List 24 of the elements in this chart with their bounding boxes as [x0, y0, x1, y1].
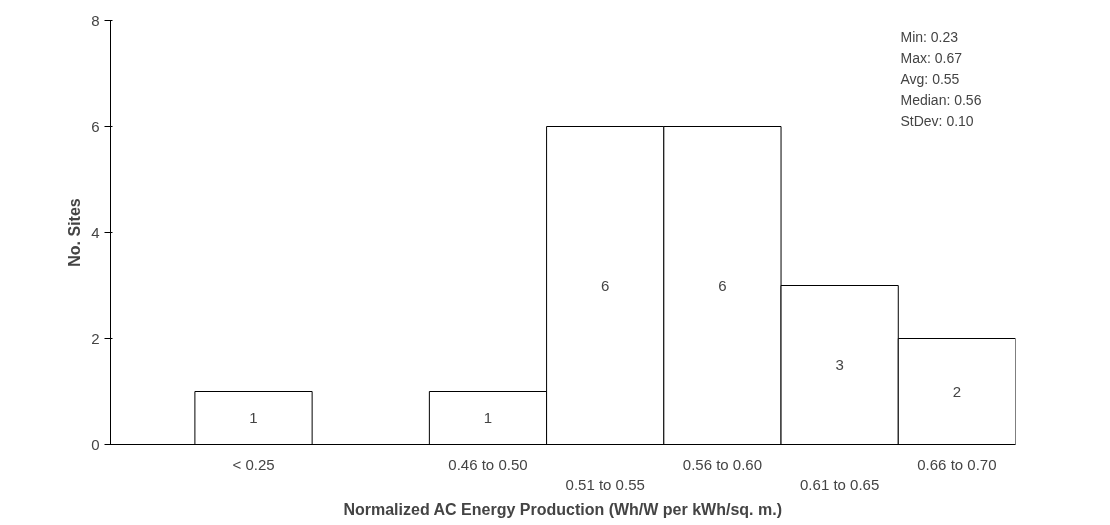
y-tick-label: 0	[91, 435, 100, 453]
x-tick-label: 0.51 to 0.55	[565, 475, 645, 493]
annotation: Median: 0.56	[900, 91, 982, 108]
data-label: 3	[835, 356, 844, 373]
data-label: 2	[952, 382, 962, 400]
data-label: 1	[483, 409, 493, 426]
x-axis-title: Normalized AC Energy Production (Wh/W per kWh/sq. m.)	[343, 500, 782, 518]
y-tick-label: 2	[91, 329, 100, 347]
data-label: 6	[601, 276, 610, 294]
data-label: 6	[718, 276, 727, 294]
data-label: 1	[249, 409, 258, 426]
annotation: Min: 0.23	[900, 28, 959, 45]
annotation: Max: 0.67	[900, 49, 963, 66]
y-tick-label: 4	[91, 223, 100, 241]
annotation: StDev: 0.10	[900, 112, 974, 129]
x-tick-label: 0.56 to 0.60	[682, 455, 763, 473]
x-tick-label: < 0.25	[232, 455, 275, 473]
y-tick-label: 8	[91, 11, 100, 29]
annotation: Avg: 0.55	[900, 70, 960, 87]
y-axis-title: No. Sites	[66, 198, 84, 267]
x-tick-label: 0.66 to 0.70	[917, 455, 997, 473]
x-tick-label: 0.61 to 0.65	[800, 475, 880, 493]
y-tick-label: 6	[91, 117, 100, 135]
x-tick-label: 0.46 to 0.50	[448, 455, 528, 473]
